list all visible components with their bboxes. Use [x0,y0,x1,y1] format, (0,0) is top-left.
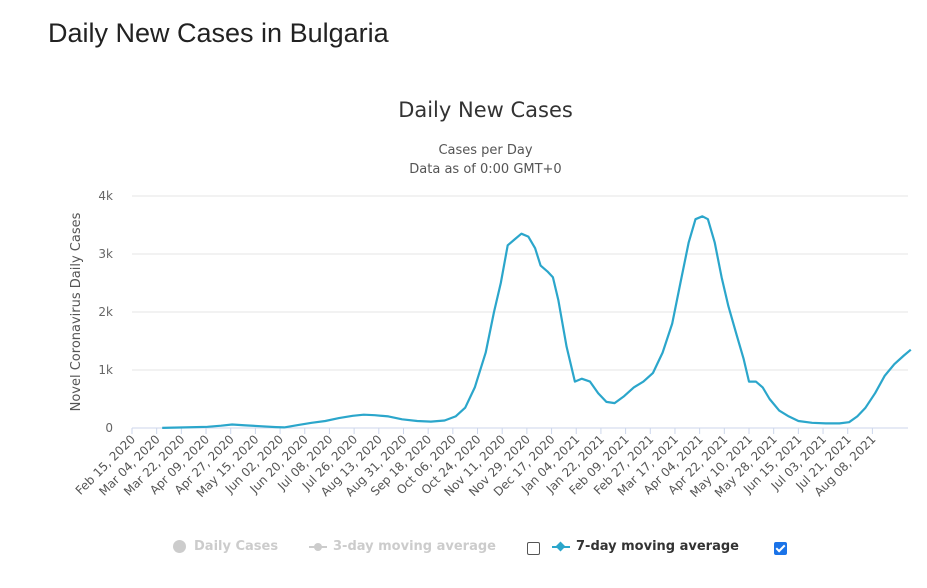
line-marker-icon [309,542,327,551]
chart-title: Daily New Cases [398,98,573,122]
series-line-7-day-average[interactable] [162,215,912,429]
checkbox-icon [527,542,540,555]
page-title: Daily New Cases in Bulgaria [48,18,389,48]
legend-item-3-day-average[interactable]: 3-day moving average [309,539,496,554]
chart-data-timestamp: Data as of 0:00 GMT+0 [409,162,562,177]
y-tick-label: 3k [98,247,113,261]
y-tick-label: 4k [98,189,113,203]
checkbox-checked-icon [774,542,787,555]
y-axis: 0 1k 2k 3k 4k [98,189,113,435]
checkbox-7-day-average[interactable] [774,542,787,555]
circle-icon [173,540,186,553]
legend-label: 3-day moving average [333,539,496,554]
chart-grid [132,195,908,429]
y-tick-label: 2k [98,305,113,319]
legend-label: Daily Cases [194,539,279,554]
legend-label: 7-day moving average [576,539,739,554]
checkbox-3-day-average[interactable] [527,542,540,555]
y-tick-label: 1k [98,363,113,377]
y-tick-label: 0 [105,421,113,435]
line-marker-icon [552,545,570,548]
y-axis-label: Novel Coronavirus Daily Cases [69,212,84,411]
legend-item-7-day-average[interactable]: 7-day moving average [552,539,739,554]
chart-subtitle: Cases per Day [438,143,533,158]
legend-item-daily-cases[interactable]: Daily Cases [173,539,278,554]
